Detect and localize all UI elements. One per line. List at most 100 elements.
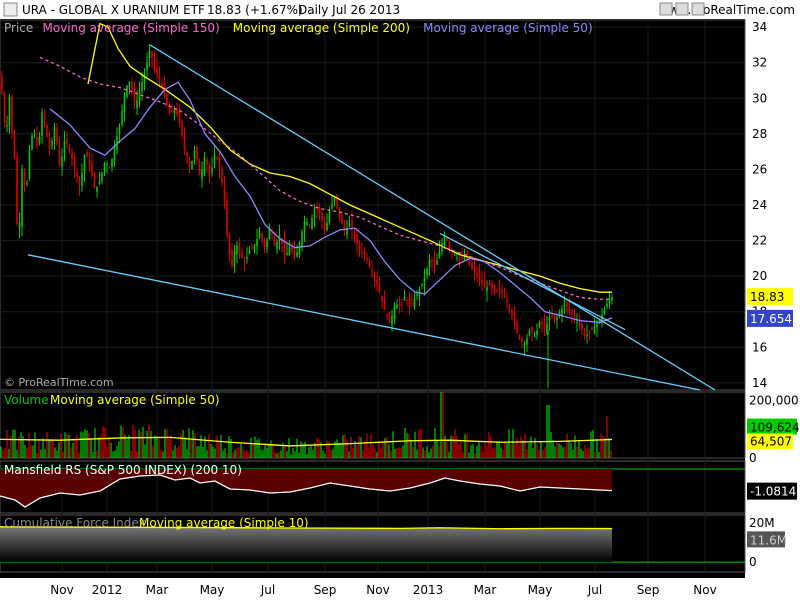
candle-body	[223, 185, 226, 203]
volume-legend-0: Volume	[4, 393, 49, 407]
price-tick: 30	[752, 91, 767, 105]
candle-body	[143, 73, 146, 84]
candle-body	[371, 270, 373, 272]
candle-body	[493, 284, 496, 294]
candle-body	[68, 147, 71, 151]
maximize-icon[interactable]	[675, 2, 689, 16]
candle-body	[498, 288, 501, 290]
candle-body	[596, 323, 598, 327]
candle-body	[258, 232, 261, 239]
candle-body	[41, 112, 43, 137]
candle-body	[366, 257, 368, 260]
price-legend-0: Price	[4, 21, 33, 35]
trendline-lower	[27, 254, 701, 391]
candle-body	[221, 169, 223, 183]
candle-body	[88, 160, 91, 165]
candle-body	[11, 95, 13, 134]
candle-body	[363, 250, 366, 255]
candle-body	[386, 314, 388, 317]
candle-body	[273, 239, 276, 246]
header-period: Daily Jul 26 2013	[298, 3, 400, 17]
candle-body	[83, 155, 86, 174]
mansfield-last-box	[747, 482, 797, 500]
ma50-box	[747, 309, 793, 327]
candle-body	[218, 156, 221, 168]
candle-body	[523, 343, 526, 347]
time-tick: Jul	[260, 583, 275, 597]
time-tick: 2012	[92, 583, 123, 597]
candle-body	[298, 242, 301, 255]
candle-body	[236, 245, 238, 255]
candle-body	[486, 287, 488, 292]
price-legend-3: Moving average (Simple 50)	[423, 21, 593, 35]
candle-body	[66, 138, 68, 144]
candle-body	[241, 252, 243, 258]
candle-body	[213, 154, 216, 164]
candle-body	[443, 235, 446, 247]
candle-body	[238, 243, 241, 254]
candle-body	[43, 111, 46, 125]
candle-body	[168, 105, 171, 115]
close-icon[interactable]	[691, 2, 705, 16]
candle-body	[576, 321, 578, 323]
candle-body	[478, 273, 481, 279]
chart-type-icon[interactable]	[3, 2, 18, 17]
candle-body	[166, 94, 168, 106]
volume-last-box	[747, 418, 797, 435]
candle-body	[171, 110, 173, 113]
candle-body	[456, 257, 458, 259]
candle-body	[188, 160, 191, 168]
candle-body	[408, 298, 411, 307]
volma-last: 64,507	[750, 434, 792, 448]
candle-body	[518, 335, 521, 339]
candle-body	[121, 110, 123, 125]
candle-body	[381, 295, 383, 302]
candle-body	[123, 92, 126, 112]
candle-body	[413, 298, 416, 307]
candle-body	[471, 263, 473, 269]
volume-ma-line	[0, 436, 613, 447]
candle-body	[76, 172, 78, 177]
candle-body	[211, 167, 213, 173]
price-tick: 32	[752, 56, 767, 70]
candle-body	[313, 207, 316, 219]
candle-body	[476, 273, 478, 276]
candle-body	[28, 149, 31, 179]
candle-body	[396, 304, 398, 309]
candle-body	[16, 157, 18, 224]
time-tick: Nov	[693, 583, 716, 597]
candle-body	[526, 338, 528, 345]
candle-body	[603, 309, 606, 315]
candle-body	[111, 158, 113, 168]
volume-last: 109,624	[750, 421, 800, 435]
candle-body	[543, 321, 546, 329]
candle-body	[546, 323, 548, 333]
candle-body	[103, 162, 106, 173]
candle-body	[246, 256, 248, 259]
time-tick: Jul	[587, 583, 602, 597]
trendline-inner	[439, 232, 626, 331]
candle-body	[586, 334, 588, 336]
candle-body	[78, 177, 81, 186]
candle-body	[161, 83, 163, 88]
candle-body	[358, 244, 361, 249]
candle-body	[173, 108, 176, 114]
candle-body	[556, 317, 558, 320]
candle-body	[126, 85, 128, 97]
candle-body	[263, 240, 266, 248]
candle-body	[233, 251, 236, 267]
candle-body	[256, 239, 258, 247]
minimize-icon[interactable]	[659, 2, 673, 16]
time-tick: Mar	[146, 583, 169, 597]
cfi-last-box	[747, 531, 785, 548]
candle-body	[463, 255, 466, 260]
candle-body	[271, 233, 273, 235]
candle-body	[201, 169, 203, 179]
candle-body	[496, 290, 498, 292]
cfi-tick: 20M	[749, 516, 775, 530]
cfi-legend-0: Cumulative Force Index	[4, 516, 146, 530]
candle-body	[23, 172, 26, 187]
candle-body	[311, 217, 313, 230]
candle-body	[511, 310, 513, 316]
candle-body	[33, 132, 36, 135]
